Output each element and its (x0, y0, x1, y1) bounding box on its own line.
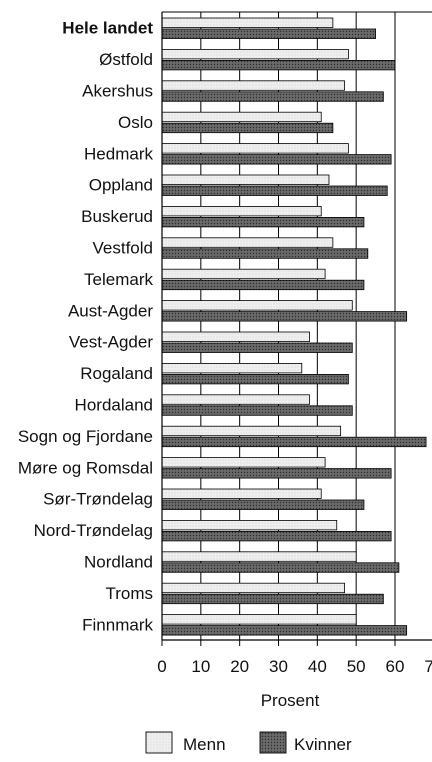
legend-label-menn: Menn (183, 735, 226, 754)
x-tick-labels: 0 10 20 30 40 50 60 70 (157, 657, 432, 676)
bar-menn (161, 614, 357, 625)
legend-label-kvinner: Kvinner (294, 735, 352, 754)
category-label: Sør-Trøndelag (43, 490, 153, 509)
x-tick-label: 40 (308, 657, 327, 676)
legend-swatch-menn (145, 731, 173, 754)
category-label: Oppland (89, 176, 153, 195)
x-axis-label: Prosent (261, 691, 320, 710)
bar-menn (161, 80, 345, 91)
bar-menn (161, 331, 310, 342)
bar-menn (161, 205, 322, 217)
bar-kvinner (161, 28, 376, 39)
bar-menn (161, 237, 334, 248)
bar-kvinner (161, 436, 427, 448)
bar-kvinner (161, 405, 353, 416)
bar-menn (161, 457, 326, 468)
bar-menn (161, 520, 338, 531)
bar-menn (161, 143, 349, 154)
bar-kvinner (161, 154, 392, 165)
x-tick-label: 50 (347, 657, 366, 676)
bar-menn (161, 174, 330, 185)
x-tick-label: 30 (269, 657, 288, 676)
bar-kvinner (161, 373, 349, 385)
bar-menn (161, 111, 322, 123)
bar-kvinner (161, 625, 408, 636)
bar-kvinner (161, 499, 365, 510)
x-tick-label: 60 (386, 657, 405, 676)
category-label: Vestfold (93, 239, 154, 258)
gridlines (200, 12, 396, 640)
category-label: Nordland (84, 553, 153, 572)
category-label: Vest-Agder (69, 333, 153, 352)
category-label: Hele landet (62, 19, 153, 38)
x-tick-label: 10 (191, 657, 210, 676)
category-label: Hordaland (75, 396, 153, 415)
bar-kvinner (161, 311, 408, 322)
plot-frame (161, 11, 432, 646)
bar-kvinner (161, 593, 384, 605)
category-label: Buskerud (81, 207, 153, 226)
bar-menn (161, 551, 357, 562)
bar-menn (161, 582, 345, 594)
x-tick-label: 0 (157, 657, 166, 676)
bar-kvinner (161, 216, 365, 228)
category-label: Aust-Agder (68, 301, 153, 320)
category-label: Østfold (99, 50, 153, 69)
category-label: Nord-Trøndelag (34, 521, 153, 540)
x-tick-label: 70 (424, 657, 432, 676)
bar-menn (161, 268, 326, 280)
category-label: Telemark (84, 270, 153, 289)
x-tick-label: 20 (230, 657, 249, 676)
category-label: Møre og Romsdal (18, 458, 153, 477)
bar-kvinner (161, 248, 369, 259)
category-label: Troms (105, 584, 153, 603)
legend: Menn Kvinner (145, 731, 352, 754)
bar-kvinner (161, 122, 334, 134)
bar-menn (161, 394, 310, 405)
category-label: Rogaland (80, 364, 153, 383)
legend-swatch-kvinner (259, 731, 287, 754)
category-label: Hedmark (84, 144, 153, 163)
bar-menn (161, 300, 353, 311)
category-labels: Hele landet Østfold Akershus Oslo Hedmark Opp… (18, 19, 154, 635)
category-label: Akershus (82, 82, 153, 101)
bar-kvinner (161, 468, 392, 479)
bar-kvinner (161, 342, 353, 353)
bar-menn (161, 488, 322, 499)
bar-menn (161, 17, 334, 28)
category-label: Sogn og Fjordane (18, 427, 153, 446)
bar-menn (161, 362, 303, 374)
bar-menn (161, 49, 349, 60)
bars (161, 17, 427, 636)
bar-kvinner (161, 60, 396, 71)
bar-kvinner (161, 91, 384, 102)
category-label: Finnmark (82, 615, 153, 634)
bar-kvinner (161, 279, 365, 291)
bar-kvinner (161, 185, 388, 196)
category-label: Oslo (118, 113, 153, 132)
bar-kvinner (161, 562, 400, 573)
bar-menn (161, 425, 342, 437)
bar-kvinner (161, 531, 392, 542)
